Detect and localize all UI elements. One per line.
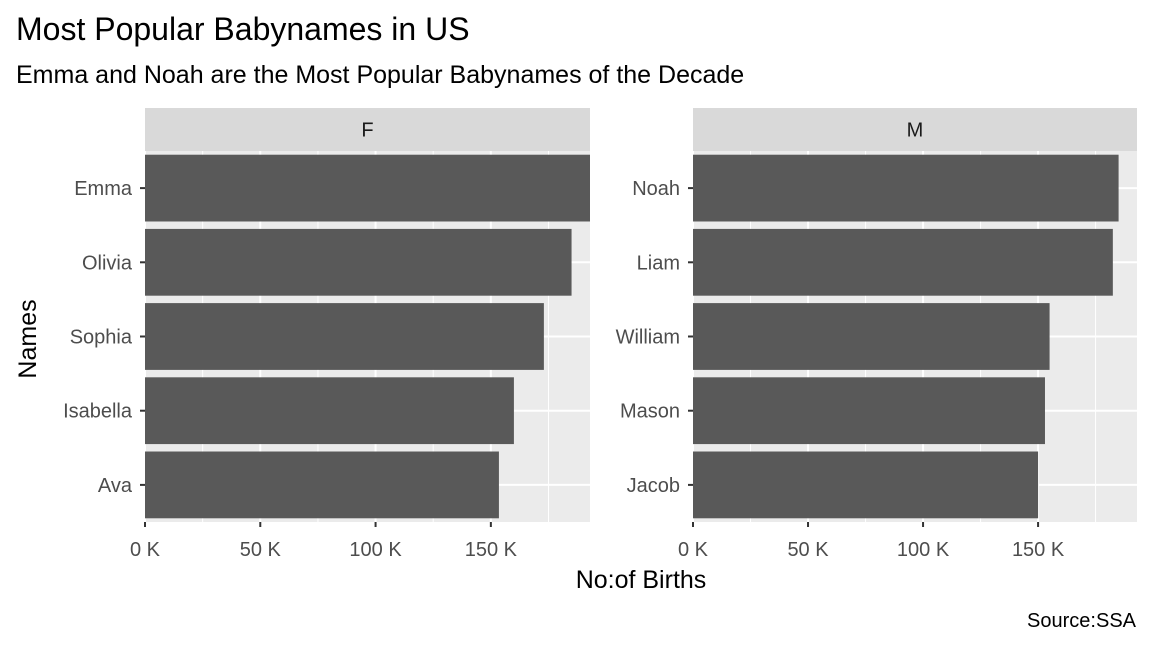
y-tick-label-william: William xyxy=(616,327,680,349)
bar-mason xyxy=(693,377,1045,445)
bar-emma xyxy=(145,154,590,222)
x-tick-label: 50 K xyxy=(240,539,282,561)
x-axis-title: No:of Births xyxy=(576,566,707,594)
y-tick-label-olivia: Olivia xyxy=(82,252,133,274)
y-tick-label-isabella: Isabella xyxy=(63,401,133,423)
bar-liam xyxy=(693,228,1113,296)
x-tick-label: 0 K xyxy=(678,539,709,561)
x-tick-label: 50 K xyxy=(787,539,829,561)
y-tick-label-emma: Emma xyxy=(74,178,133,200)
bar-noah xyxy=(693,154,1119,222)
facet-strip-F xyxy=(145,108,590,151)
bar-jacob xyxy=(693,451,1039,519)
chart-subtitle: Emma and Noah are the Most Popular Babyn… xyxy=(16,61,744,89)
bar-isabella xyxy=(145,377,514,445)
facet-strip-label-F: F xyxy=(361,120,373,142)
x-tick-label: 0 K xyxy=(130,539,161,561)
y-tick-label-liam: Liam xyxy=(637,252,680,274)
y-tick-label-noah: Noah xyxy=(632,178,680,200)
x-tick-label: 150 K xyxy=(465,539,518,561)
y-tick-label-ava: Ava xyxy=(98,475,133,497)
facet-strip-M xyxy=(693,108,1137,151)
y-tick-label-jacob: Jacob xyxy=(627,475,680,497)
bar-ava xyxy=(145,451,499,519)
facet-panels: F Emma Olivia Sophia Isabella Ava 0 K 50 K 100 K… xyxy=(63,108,1137,561)
facet-strip-label-M: M xyxy=(907,120,924,142)
y-axis-title: Names xyxy=(14,299,42,378)
x-tick-label: 100 K xyxy=(897,539,950,561)
y-tick-label-mason: Mason xyxy=(620,401,680,423)
x-tick-label: 100 K xyxy=(349,539,402,561)
x-tick-label: 150 K xyxy=(1012,539,1065,561)
chart-caption: Source:SSA xyxy=(1027,610,1137,632)
bar-william xyxy=(693,303,1050,370)
bar-olivia xyxy=(145,228,572,296)
chart-title: Most Popular Babynames in US xyxy=(16,11,470,47)
bar-sophia xyxy=(145,303,544,370)
y-tick-label-sophia: Sophia xyxy=(70,327,133,349)
